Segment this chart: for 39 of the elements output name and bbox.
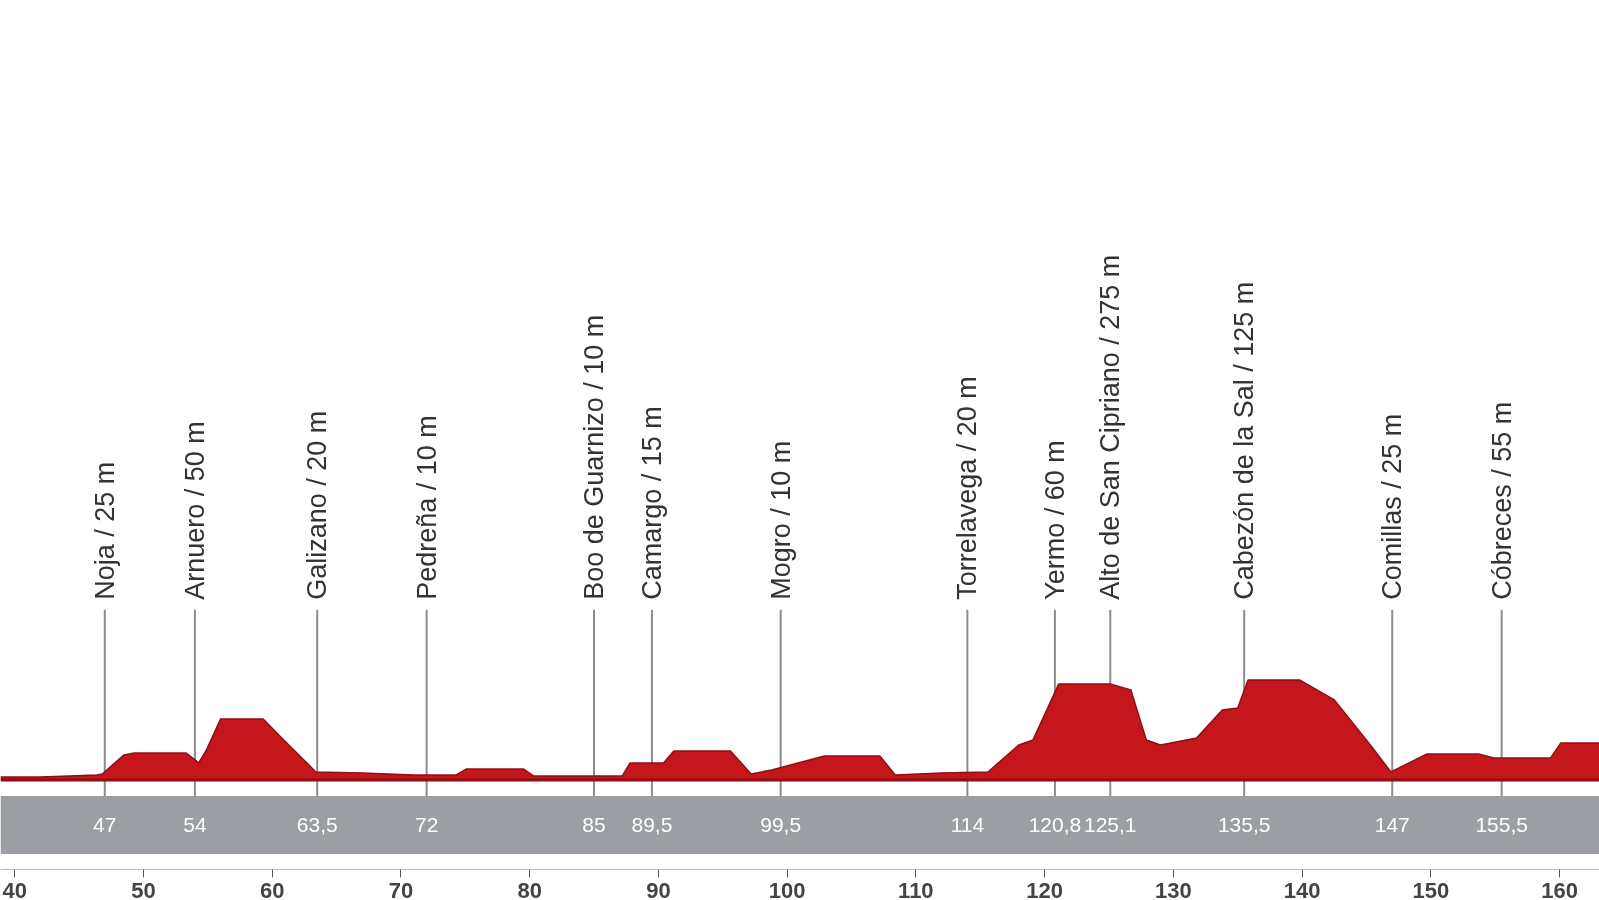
- ref-line-label: Mogro / 10 m: [765, 440, 796, 600]
- x-tick-label: 100: [768, 877, 806, 900]
- x-tick-label: 90: [646, 877, 671, 900]
- ref-line-label: Cabezón de la Sal / 125 m: [1229, 281, 1260, 600]
- x-tick-label: 50: [131, 877, 156, 900]
- ref-line-label: Comillas / 25 m: [1377, 413, 1408, 600]
- text: 85: [582, 812, 606, 836]
- x-tick-label: 160: [1541, 877, 1578, 900]
- x-tick-label: 120: [1026, 877, 1063, 900]
- ref-line-label: Torrelavega / 20 m: [952, 376, 983, 600]
- ref-line-label: Pedreña / 10 m: [411, 415, 442, 600]
- text: 47: [93, 812, 117, 836]
- ref-line-label: Alto de San Cipriano / 275 m: [1095, 254, 1126, 600]
- ref-line-label: Galizano / 20 m: [302, 410, 333, 600]
- x-tick-label: 130: [1155, 877, 1192, 900]
- x-tick-label: 150: [1412, 877, 1450, 900]
- ref-line-label: Cóbreces / 55 m: [1486, 401, 1517, 600]
- text: 99,5: [760, 812, 802, 836]
- text: 63,5: [296, 812, 338, 836]
- ref-line-label: Camargo / 15 m: [636, 406, 667, 600]
- text: 114: [950, 812, 985, 836]
- text: 89,5: [631, 812, 673, 836]
- text: 125,1: [1084, 812, 1137, 836]
- ref-line-label: Arnuero / 50 m: [179, 421, 210, 600]
- text: 120,8: [1028, 812, 1082, 836]
- ref-line-label: Noja / 25 m: [89, 461, 120, 600]
- text: 155,5: [1475, 812, 1528, 836]
- x-tick-label: 110: [898, 877, 934, 900]
- x-tick-label: 60: [259, 877, 285, 900]
- ref-line-label: Boo de Guarnizo / 10 m: [579, 314, 610, 600]
- text: 147: [1374, 812, 1410, 836]
- x-tick-label: 80: [517, 877, 542, 900]
- text: 72: [414, 812, 439, 836]
- x-tick-label: 40: [2, 877, 27, 900]
- x-tick-label: 140: [1283, 877, 1321, 900]
- text: 54: [183, 812, 207, 836]
- ref-line-label: Yermo / 60 m: [1039, 440, 1070, 600]
- text: 135,5: [1217, 812, 1271, 836]
- x-tick-label: 70: [388, 877, 414, 900]
